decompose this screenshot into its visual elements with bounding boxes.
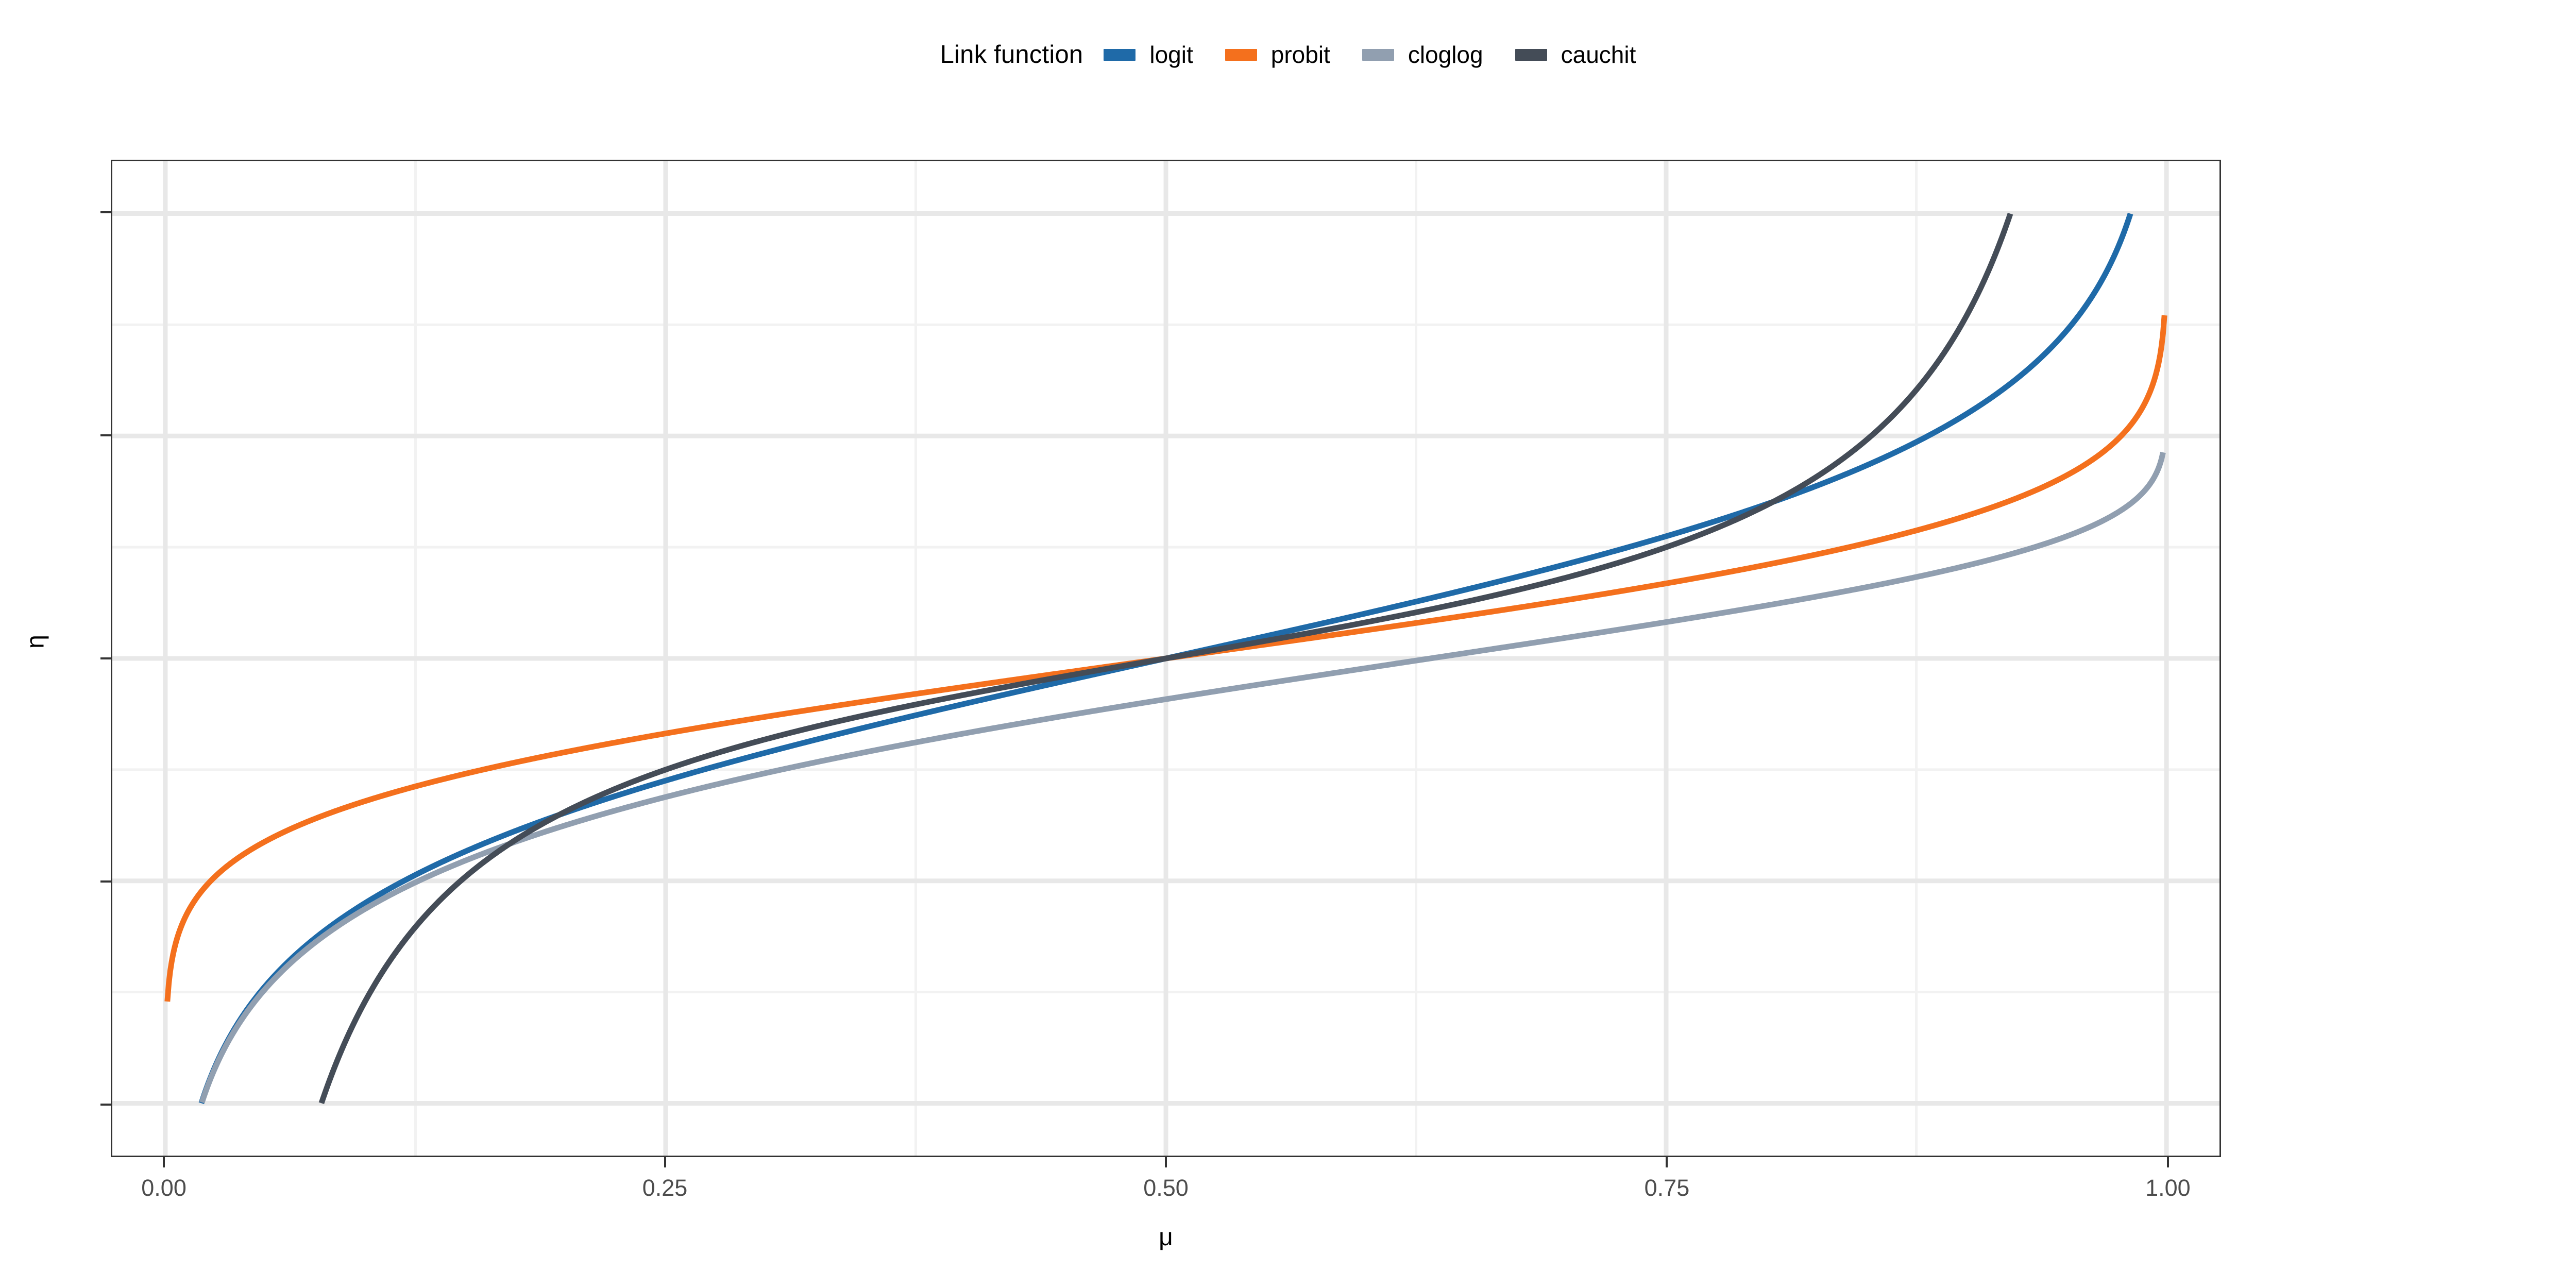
- legend-key-cauchit: [1515, 48, 1547, 61]
- legend-item-cauchit[interactable]: cauchit: [1515, 41, 1636, 69]
- x-tick-mark: [2166, 1157, 2169, 1167]
- series-lines: [164, 212, 2167, 1105]
- y-axis-title: η: [22, 635, 49, 649]
- x-tick-label: 0.75: [1644, 1175, 1690, 1201]
- y-tick-mark: [100, 1104, 111, 1106]
- legend-item-cloglog[interactable]: cloglog: [1362, 41, 1515, 69]
- legend-item-probit[interactable]: probit: [1225, 41, 1362, 69]
- x-tick-mark: [664, 1157, 666, 1167]
- legend-label-cauchit: cauchit: [1561, 41, 1636, 68]
- series-line-cloglog: [199, 451, 2166, 1104]
- x-tick-label: 1.00: [2145, 1175, 2191, 1201]
- y-tick-mark: [100, 211, 111, 213]
- x-axis-title: μ: [1159, 1224, 1173, 1251]
- x-tick-label: 0.00: [141, 1175, 187, 1201]
- y-tick-mark: [100, 657, 111, 659]
- x-tick-label: 0.50: [1143, 1175, 1189, 1201]
- legend-entries: logit probit cloglog cauchit: [1104, 41, 1636, 69]
- plot-svg: [112, 161, 2219, 1156]
- major-gridlines: [112, 161, 2219, 1156]
- legend-key-logit: [1104, 48, 1136, 61]
- legend-label-cloglog: cloglog: [1408, 41, 1483, 68]
- plot-panel-wrapper: 420-2-4 0.000.250.500.751.00: [100, 160, 2221, 1201]
- series-line-cauchit: [318, 212, 2013, 1105]
- legend-key-probit: [1225, 48, 1257, 61]
- legend: Link function logit probit cloglog cauchit: [0, 40, 2576, 69]
- plot-panel: [111, 160, 2221, 1157]
- x-tick-mark: [1666, 1157, 1668, 1167]
- legend-label-probit: probit: [1270, 41, 1330, 68]
- legend-label-logit: logit: [1149, 41, 1193, 68]
- x-tick-mark: [163, 1157, 165, 1167]
- y-tick-mark: [100, 434, 111, 436]
- x-tick-label: 0.25: [642, 1175, 688, 1201]
- legend-key-cloglog: [1362, 48, 1394, 61]
- x-tick-mark: [1165, 1157, 1167, 1167]
- legend-item-logit[interactable]: logit: [1104, 41, 1225, 69]
- y-tick-mark: [100, 880, 111, 883]
- legend-title: Link function: [940, 41, 1083, 69]
